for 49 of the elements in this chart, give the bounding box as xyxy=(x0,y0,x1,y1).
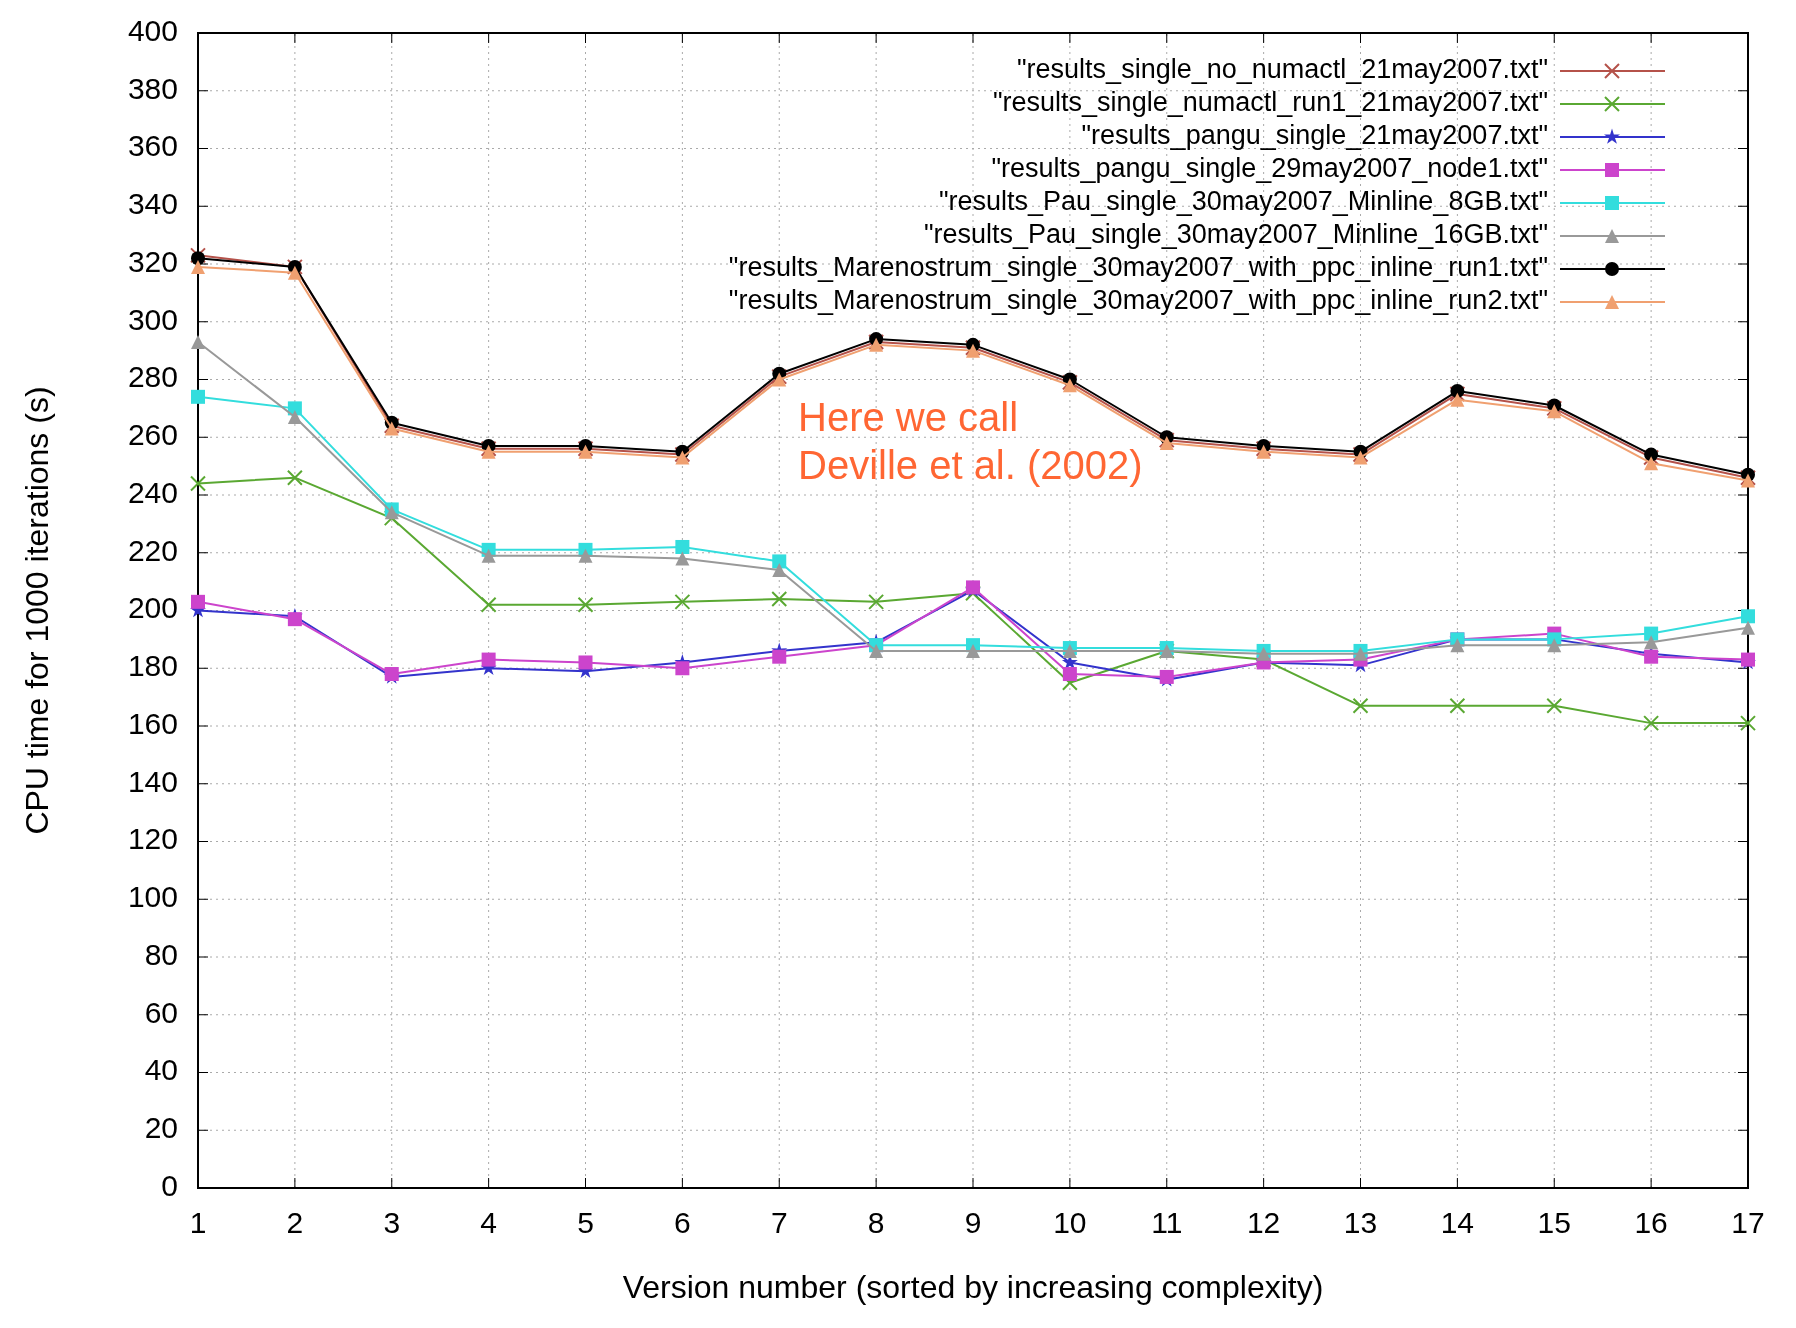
y-tick-label: 400 xyxy=(127,13,178,47)
x-tick-label: 13 xyxy=(1343,1206,1378,1239)
y-tick-label: 340 xyxy=(127,187,178,221)
y-tick-label: 300 xyxy=(127,302,178,336)
y-axis-title: CPU time for 1000 iterations (s) xyxy=(19,386,55,835)
x-tick-label: 5 xyxy=(577,1206,594,1239)
y-tick-label: 360 xyxy=(127,129,178,163)
x-tick-label: 6 xyxy=(674,1206,691,1239)
y-tick-label: 20 xyxy=(144,1111,178,1145)
y-tick-label: 100 xyxy=(127,880,178,914)
x-tick-label: 8 xyxy=(867,1206,885,1239)
x-tick-label: 10 xyxy=(1053,1206,1087,1239)
x-axis-title: Version number (sorted by increasing complexity) xyxy=(622,1269,1324,1305)
x-tick-label: 4 xyxy=(480,1206,497,1239)
y-tick-label: 160 xyxy=(127,706,178,740)
x-tick-label: 17 xyxy=(1731,1206,1765,1239)
y-tick-label: 120 xyxy=(127,822,178,856)
x-tick-label: 1 xyxy=(189,1206,207,1239)
y-tick-label: 180 xyxy=(127,649,178,683)
x-tick-label: 7 xyxy=(770,1206,788,1239)
y-tick-label: 260 xyxy=(127,418,178,452)
legend-label: "results_pangu_single_21may2007.txt" xyxy=(1081,120,1548,151)
x-tick-label: 15 xyxy=(1537,1206,1571,1239)
x-tick-label: 3 xyxy=(383,1206,401,1239)
legend-label: "results_single_no_numactl_21may2007.txt" xyxy=(1017,54,1548,85)
y-tick-label: 80 xyxy=(144,937,178,971)
y-tick-label: 220 xyxy=(127,533,178,567)
legend-label: "results_Pau_single_30may2007_Minline_8GB.txt" xyxy=(938,186,1548,217)
x-tick-label: 2 xyxy=(286,1206,304,1239)
x-tick-label: 14 xyxy=(1440,1206,1475,1239)
y-tick-label: 240 xyxy=(127,475,178,509)
x-tick-label: 11 xyxy=(1151,1206,1183,1239)
legend-label: "results_Marenostrum_single_30may2007_with_ppc_inline_run2.txt" xyxy=(728,285,1548,316)
y-tick-label: 0 xyxy=(161,1168,178,1202)
y-tick-label: 140 xyxy=(127,764,178,798)
y-tick-label: 40 xyxy=(144,1053,178,1087)
y-tick-label: 280 xyxy=(127,360,178,394)
legend-label: "results_Pau_single_30may2007_Minline_16GB.txt" xyxy=(923,219,1548,250)
legend-label: "results_Marenostrum_single_30may2007_with_ppc_inline_run1.txt" xyxy=(728,252,1548,283)
x-tick-label: 16 xyxy=(1634,1206,1668,1239)
y-tick-label: 320 xyxy=(127,244,178,278)
x-tick-label: 9 xyxy=(964,1206,982,1239)
annotation: Here we call Deville et al. (2002) xyxy=(798,395,1143,488)
y-tick-label: 200 xyxy=(127,591,178,625)
legend-label: "results_single_numactl_run1_21may2007.txt" xyxy=(993,87,1548,118)
y-tick-label: 380 xyxy=(127,71,178,105)
legend-label: "results_pangu_single_29may2007_node1.txt" xyxy=(991,153,1548,184)
x-tick-label: 12 xyxy=(1246,1206,1281,1239)
y-tick-label: 60 xyxy=(144,995,178,1029)
